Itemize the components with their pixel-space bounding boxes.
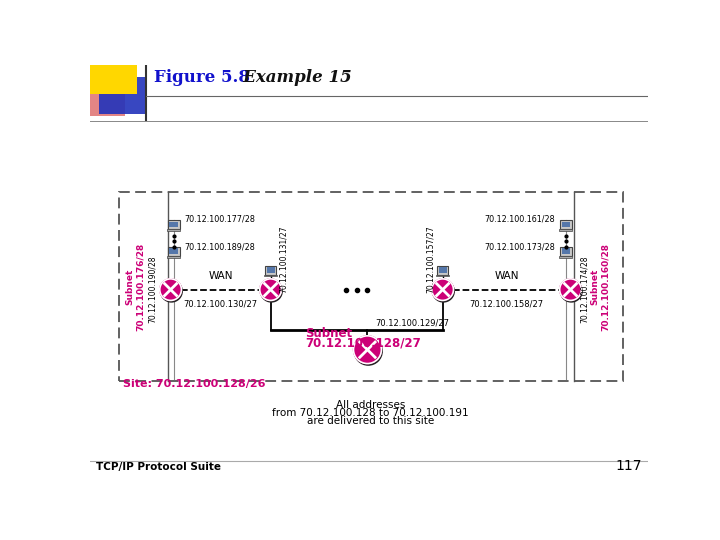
Text: Subnet
70.12.100.160/28: Subnet 70.12.100.160/28 xyxy=(590,242,610,330)
FancyBboxPatch shape xyxy=(120,192,624,381)
Text: 70.12.100.173/28: 70.12.100.173/28 xyxy=(485,242,555,252)
Circle shape xyxy=(560,280,582,302)
Bar xyxy=(168,247,179,256)
Text: Figure 5.8: Figure 5.8 xyxy=(153,69,250,86)
Bar xyxy=(90,65,137,94)
Bar xyxy=(169,248,178,254)
Text: 70.12.100.158/27: 70.12.100.158/27 xyxy=(469,300,544,308)
Bar xyxy=(559,256,572,258)
Text: are delivered to this site: are delivered to this site xyxy=(307,416,434,426)
Bar xyxy=(167,229,180,231)
Bar xyxy=(99,77,148,114)
Bar xyxy=(560,220,572,229)
Bar xyxy=(265,266,276,274)
Bar xyxy=(168,220,179,229)
Bar xyxy=(562,221,570,227)
Text: WAN: WAN xyxy=(208,271,233,281)
Text: 70.12.100.177/28: 70.12.100.177/28 xyxy=(184,214,256,223)
Bar xyxy=(437,266,449,274)
Text: 70.12.100.128/27: 70.12.100.128/27 xyxy=(305,336,421,349)
Circle shape xyxy=(559,279,581,300)
Text: 70.12.100.157/27: 70.12.100.157/27 xyxy=(426,225,435,293)
Text: 117: 117 xyxy=(616,459,642,473)
Bar xyxy=(264,274,276,276)
Text: Example 15: Example 15 xyxy=(225,69,351,86)
Text: Site: 70.12.100.128/26: Site: 70.12.100.128/26 xyxy=(122,379,265,389)
Bar xyxy=(438,267,446,273)
Bar xyxy=(90,91,125,116)
Bar xyxy=(559,229,572,231)
Bar xyxy=(560,247,572,256)
Text: All addresses: All addresses xyxy=(336,400,405,410)
Text: 70.12.100.129/27: 70.12.100.129/27 xyxy=(375,318,449,327)
Text: WAN: WAN xyxy=(495,271,519,281)
Bar xyxy=(167,256,180,258)
Text: Subnet: Subnet xyxy=(305,327,353,340)
Text: Subnet
70.12.100.176/28: Subnet 70.12.100.176/28 xyxy=(125,242,145,330)
Circle shape xyxy=(160,279,181,300)
Bar xyxy=(169,221,178,227)
Circle shape xyxy=(161,280,182,302)
Text: 70.12.100.190/28: 70.12.100.190/28 xyxy=(148,256,156,323)
Text: 70.12.100.130/27: 70.12.100.130/27 xyxy=(184,300,258,308)
Circle shape xyxy=(433,280,454,302)
Circle shape xyxy=(354,336,382,363)
Text: 70.12.100.174/28: 70.12.100.174/28 xyxy=(580,256,589,323)
Bar xyxy=(266,267,274,273)
Bar xyxy=(562,248,570,254)
Bar xyxy=(436,274,449,276)
Text: 70.12.100.161/28: 70.12.100.161/28 xyxy=(485,214,555,223)
Circle shape xyxy=(260,279,282,300)
Circle shape xyxy=(354,338,382,365)
Text: TCP/IP Protocol Suite: TCP/IP Protocol Suite xyxy=(96,462,221,472)
Circle shape xyxy=(261,280,282,302)
Text: from 70.12.100.128 to 70.12.100.191: from 70.12.100.128 to 70.12.100.191 xyxy=(272,408,469,418)
Text: 70.12.100.131/27: 70.12.100.131/27 xyxy=(279,225,287,293)
Circle shape xyxy=(432,279,454,300)
Text: 70.12.100.189/28: 70.12.100.189/28 xyxy=(184,242,256,252)
